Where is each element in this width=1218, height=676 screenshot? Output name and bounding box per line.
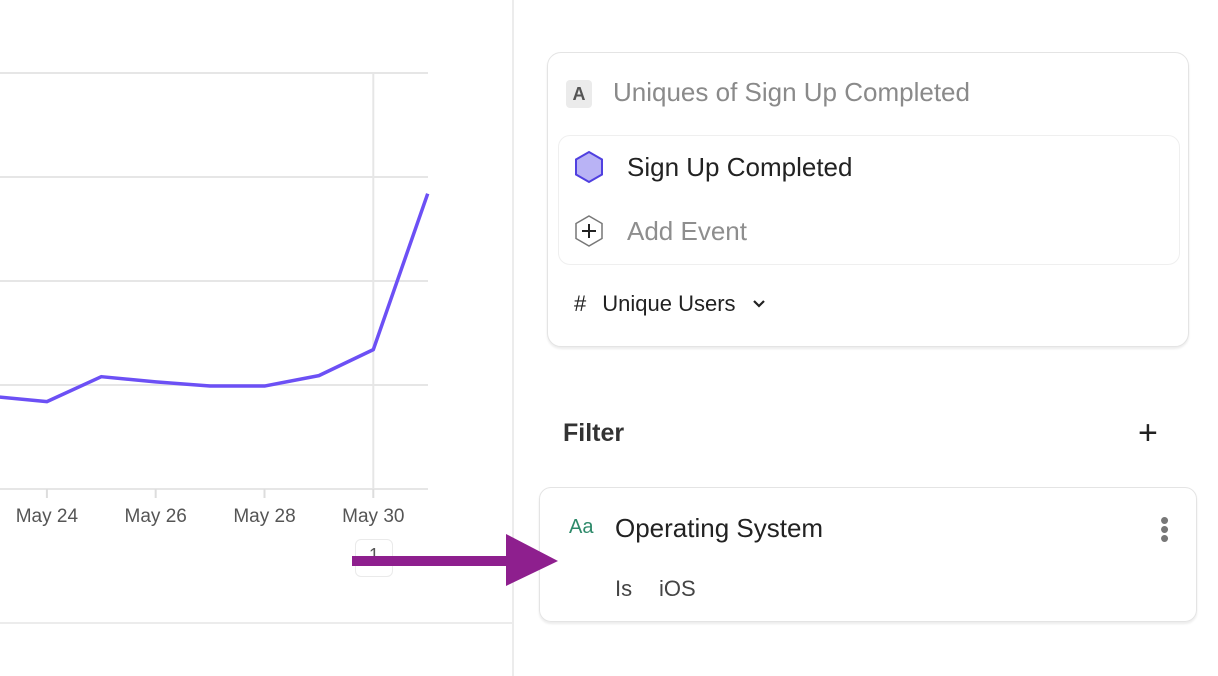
event-label: Sign Up Completed — [627, 151, 853, 182]
series-badge: A — [566, 80, 592, 108]
query-title[interactable]: Uniques of Sign Up Completed — [613, 77, 970, 107]
filter-property[interactable]: Operating System — [615, 513, 824, 543]
panel-divider — [512, 0, 514, 676]
events-list: Sign Up Completed Add Event — [558, 135, 1180, 265]
annotation-arrow — [352, 534, 558, 586]
add-event-label: Add Event — [627, 215, 747, 246]
hexagon-icon — [575, 150, 603, 184]
chart-footer-divider — [0, 622, 512, 624]
add-hexagon-icon — [575, 215, 603, 247]
add-event-button[interactable]: Add Event — [573, 214, 747, 248]
filter-value[interactable]: iOS — [659, 576, 696, 601]
line-chart: May 24 May 26 May 28 May 30 — [0, 72, 430, 527]
text-type-icon: Aa — [569, 516, 594, 538]
x-tick-label: May 28 — [233, 506, 295, 527]
chevron-down-icon — [752, 300, 765, 308]
hash-icon: # — [574, 291, 587, 316]
filter-heading: Filter — [563, 419, 625, 447]
series-line — [0, 193, 430, 404]
x-tick-label: May 26 — [125, 506, 187, 527]
add-filter-button[interactable]: + — [1138, 416, 1158, 450]
filter-item[interactable]: Aa Operating System • • • Is iOS — [539, 487, 1197, 622]
more-options-icon[interactable]: • • • — [1160, 505, 1170, 553]
x-tick-label: May 24 — [16, 506, 79, 527]
query-card: A Uniques of Sign Up Completed Sign Up C… — [547, 52, 1189, 347]
measure-label: Unique Users — [602, 291, 736, 316]
event-item[interactable]: Sign Up Completed — [573, 150, 852, 184]
x-tick-label: May 30 — [342, 506, 404, 527]
plus-icon: + — [1138, 414, 1158, 452]
filter-operator[interactable]: Is — [615, 576, 633, 601]
measure-dropdown[interactable]: # Unique Users — [574, 291, 766, 317]
